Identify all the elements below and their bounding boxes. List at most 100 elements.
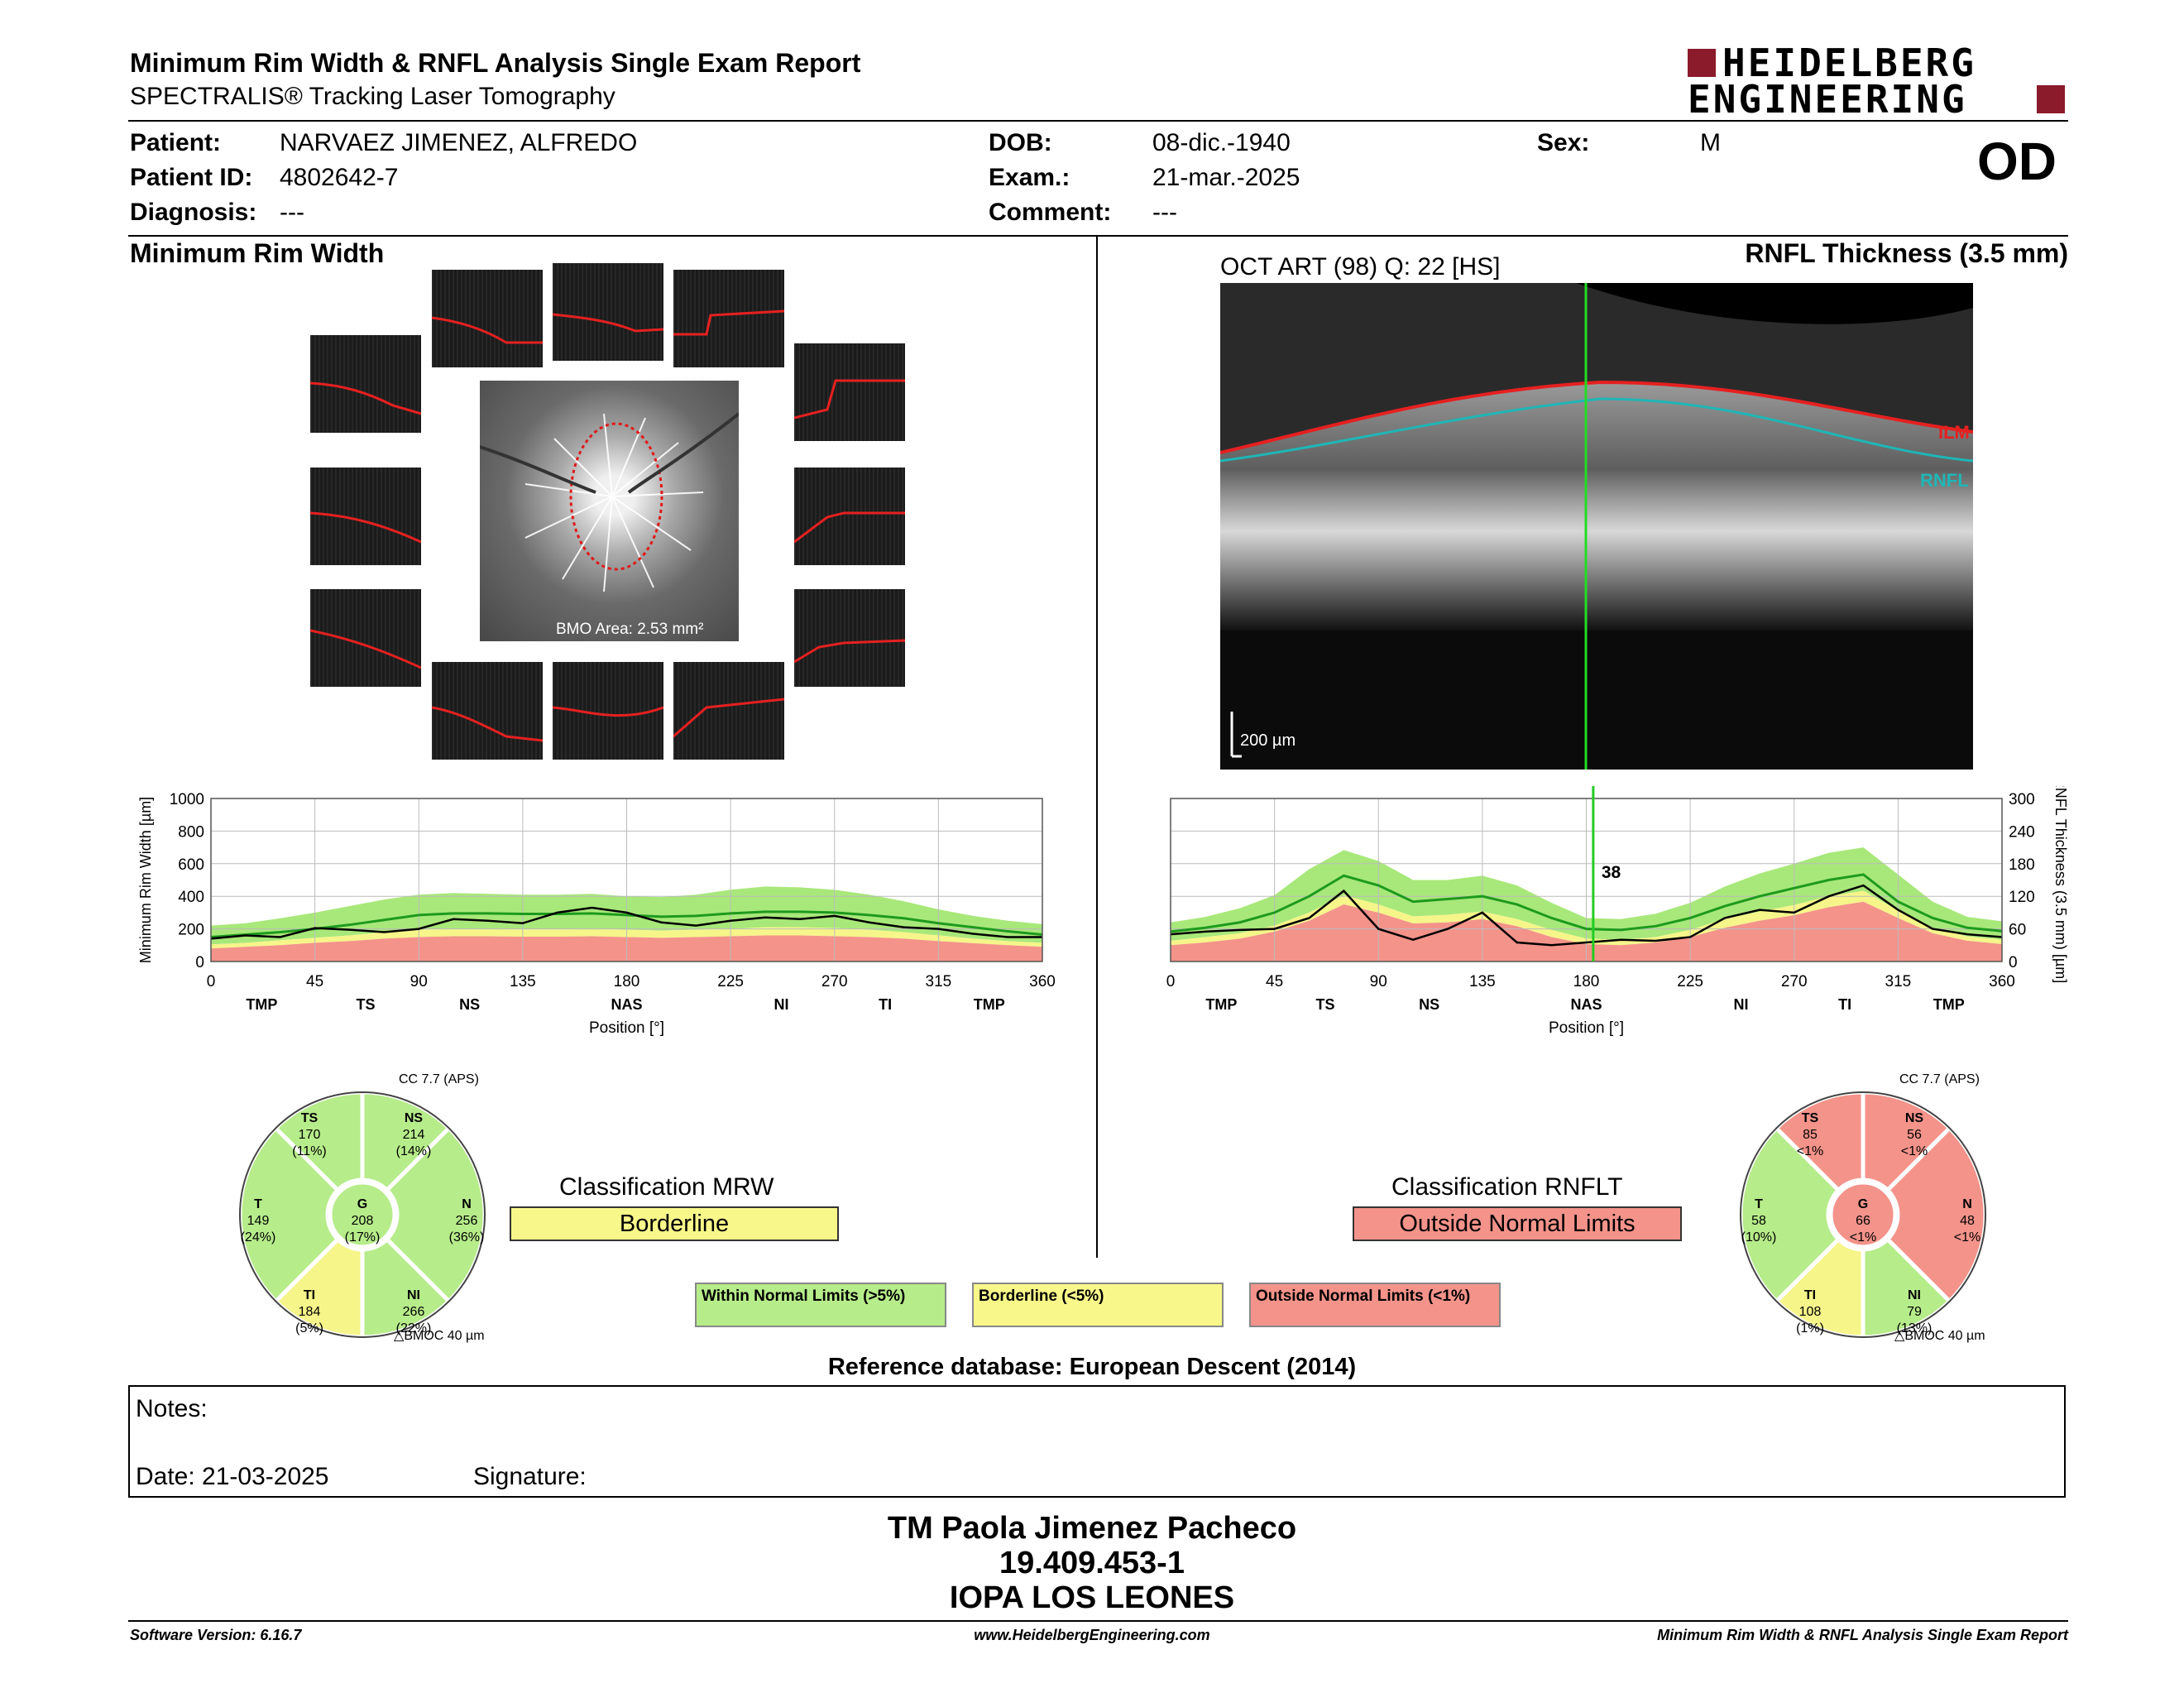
mrw-classification-value: Borderline [510, 1206, 839, 1241]
sector-ti-value: 108 [1799, 1305, 1822, 1319]
legend-borderline: Borderline (<5%) [972, 1283, 1224, 1327]
sector-ns-name: NS [1905, 1111, 1924, 1125]
y-tick-label: 600 [178, 856, 204, 874]
rnfl-classification-value: Outside Normal Limits [1353, 1206, 1682, 1241]
footer-url[interactable]: www.HeidelbergEngineering.com [974, 1627, 1210, 1643]
sector-label: NS [1419, 996, 1439, 1013]
mrw-section-title: Minimum Rim Width [130, 238, 385, 268]
sector-label: NAS [1570, 996, 1602, 1013]
stamp-line2: 19.409.453-1 [999, 1546, 1185, 1580]
x-tick-label: 45 [306, 973, 323, 990]
sector-ns-value: 214 [403, 1128, 425, 1142]
y-tick-label: 400 [178, 889, 204, 906]
sector-g-pct: (17%) [345, 1230, 381, 1244]
x-tick-label: 90 [1370, 973, 1387, 990]
sex-value: M [1700, 129, 1721, 156]
sector-t-pct: (24%) [241, 1230, 276, 1244]
sector-g-name: G [1858, 1197, 1868, 1211]
sector-t-name: T [1755, 1197, 1763, 1211]
x-tick-label: 90 [410, 973, 428, 990]
sector-ts-name: TS [301, 1111, 318, 1125]
diagnosis-value: --- [280, 199, 304, 226]
mrw-chart: 0 200 400 600 800 1000 0 45 90 135 180 225 270 315 360… [137, 791, 1056, 1037]
patient-label: Patient: [130, 129, 222, 156]
sector-label: TI [1838, 996, 1851, 1013]
sector-ti-pct: (5%) [295, 1321, 323, 1336]
mrw-sector-wheel: TS 170 (11%) NS 214 (14%) T 149 (24%) G 208 (17%) N 2… [237, 1090, 487, 1340]
y-tick-label: 300 [2009, 791, 2035, 808]
logo-line1: HEIDELBERG [1722, 41, 1976, 85]
mrw-bmoc-text: BMOC 40 µm [404, 1329, 485, 1343]
ilm-label: ILM [1938, 422, 1970, 443]
fundus-overlay [479, 412, 740, 592]
exam-value: 21-mar.-2025 [1152, 164, 1300, 191]
legend-outside: Outside Normal Limits (<1%) [1249, 1283, 1501, 1327]
reference-database: Reference database: European Descent (20… [827, 1354, 1357, 1380]
y-tick-label: 1000 [170, 791, 204, 808]
notes-signature: Signature: [473, 1463, 587, 1490]
diagnosis-label: Diagnosis: [130, 199, 257, 226]
sector-ts-pct: <1% [1797, 1144, 1823, 1158]
oct-quality-label: OCT ART (98) Q: 22 [HS] [1220, 253, 1501, 281]
sector-t-name: T [254, 1197, 262, 1211]
sector-t-pct: (10%) [1741, 1230, 1777, 1244]
sector-g-name: G [357, 1197, 367, 1211]
mrw-bmoc-label: △BMOC 40 µm [394, 1329, 485, 1343]
oct-tile-ts2 [553, 263, 663, 361]
x-tick-label: 315 [1885, 973, 1912, 990]
sector-label: NI [1734, 996, 1749, 1013]
x-tick-label: 135 [510, 973, 536, 990]
patient-id-label: Patient ID: [130, 164, 253, 191]
sector-label: NAS [611, 996, 642, 1013]
rnfl-sector-wheel: TS 85 <1% NS 56 <1% T 58 (10%) G 66 <1% N 48 <1% TI 108 (… [1738, 1090, 1988, 1340]
legend-outside-text: Outside Normal Limits (<1%) [1256, 1288, 1471, 1305]
comment-value: --- [1152, 199, 1177, 226]
mrw-classification-label: Classification MRW [559, 1173, 774, 1201]
oct-tile-t1 [310, 335, 421, 433]
notes-box[interactable]: Notes: Date: 21-03-2025 Signature: [128, 1385, 2066, 1498]
dob-value: 08-dic.-1940 [1152, 129, 1291, 156]
stamp-line1: TM Paola Jimenez Pacheco [887, 1511, 1297, 1546]
sector-ni-pct: (22%) [396, 1321, 432, 1336]
logo-square-bottom [2037, 85, 2065, 113]
x-tick-label: 45 [1266, 973, 1283, 990]
sector-ti-pct: (1%) [1796, 1321, 1824, 1336]
notes-date: Date: 21-03-2025 [136, 1463, 329, 1490]
y-tick-label: 800 [178, 823, 204, 841]
sector-label: TMP [974, 996, 1005, 1013]
x-tick-label: 135 [1469, 973, 1496, 990]
sector-t-value: 149 [247, 1214, 270, 1228]
rnfl-classification-label: Classification RNFLT [1391, 1173, 1623, 1201]
sector-label: TI [879, 996, 892, 1013]
sector-label: TMP [1205, 996, 1237, 1013]
sector-label: TMP [246, 996, 277, 1013]
x-axis-label: Position [°] [1549, 1019, 1624, 1037]
rnfl-bmoc-label: △BMOC 40 µm [1894, 1329, 1985, 1343]
y-tick-label: 120 [2009, 889, 2035, 906]
oct-bscan: ILM RNFL 200 µm [1220, 283, 1973, 770]
logo-square-top [1688, 49, 1716, 77]
oct-tile-n1 [794, 343, 905, 441]
report-subtitle: SPECTRALIS® Tracking Laser Tomography [130, 83, 615, 110]
footer-version: Software Version: 6.16.7 [130, 1627, 302, 1643]
oct-tile-i [553, 662, 663, 760]
sector-g [1828, 1180, 1898, 1249]
oct-tile-t3 [310, 589, 421, 687]
sector-label: NS [459, 996, 480, 1013]
y-tick-label: 60 [2009, 922, 2026, 939]
heidelberg-logo: HEIDELBERG ENGINEERING [1688, 41, 2068, 122]
oct-tile-ts1 [432, 270, 543, 367]
rnfl-chart: 0 60 120 180 240 300 0 45 90 135 180 225 270 315 360 TM… [1166, 786, 2069, 1037]
x-tick-label: 270 [821, 973, 848, 990]
report-title: Minimum Rim Width & RNFL Analysis Single… [130, 48, 861, 78]
sector-ni-value: 79 [1907, 1305, 1922, 1319]
scale-bar-label: 200 µm [1240, 731, 1296, 750]
y-tick-label: 240 [2009, 823, 2035, 841]
sector-ns-pct: <1% [1901, 1144, 1928, 1158]
series-normal-mean [1170, 873, 2003, 933]
sector-ni-name: NI [1908, 1288, 1921, 1302]
sector-ni-name: NI [407, 1288, 420, 1302]
x-tick-label: 0 [1166, 973, 1176, 990]
series-patient [210, 906, 1042, 940]
sector-n-value: 256 [456, 1214, 478, 1228]
